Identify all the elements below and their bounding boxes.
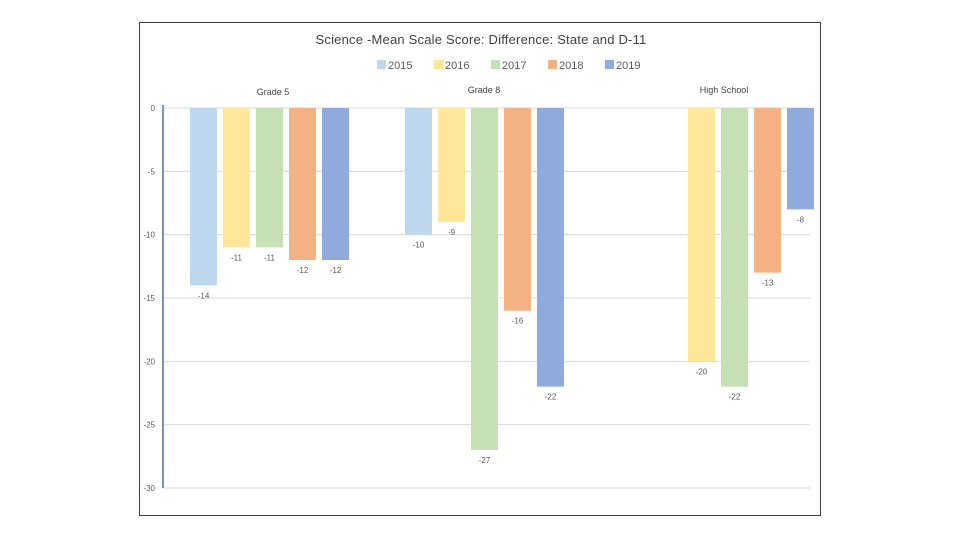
data-label: -12 <box>297 266 309 275</box>
legend-label-2019: 2019 <box>616 60 640 72</box>
y-tick-label: -15 <box>143 294 155 303</box>
bar-2019-grade-5 <box>322 108 349 260</box>
legend: 2015 2016 2017 2018 2019 <box>377 60 640 72</box>
bar-2019-high-school <box>787 108 814 210</box>
bar-2016-high-school <box>688 108 715 362</box>
data-label: -8 <box>797 215 805 224</box>
bar-2018-grade-5 <box>289 108 316 260</box>
bar-2016-grade-5 <box>223 108 250 248</box>
data-label: -22 <box>729 393 741 402</box>
data-label: -13 <box>762 279 774 288</box>
legend-swatch-2018 <box>548 60 557 69</box>
bar-2017-grade-8 <box>471 108 498 450</box>
data-label: -11 <box>264 253 276 262</box>
data-label: -9 <box>448 228 456 237</box>
y-axis-ticks: 0 -5 -10 -15 -20 -25 -30 <box>143 104 155 493</box>
data-labels: -14 -11 -11 -12 -12 -10 -9 -27 -16 -22 -20 -22 -13 -8 <box>198 215 805 465</box>
legend-swatch-2017 <box>491 60 500 69</box>
bar-2015-grade-8 <box>405 108 432 235</box>
data-label: -14 <box>198 291 210 300</box>
data-label: -20 <box>696 367 708 376</box>
legend-label-2018: 2018 <box>559 60 583 72</box>
bar-2019-grade-8 <box>537 108 564 387</box>
y-tick-label: -25 <box>143 421 155 430</box>
chart-frame: Science -Mean Scale Score: Difference: S… <box>139 22 821 516</box>
bar-2017-grade-5 <box>256 108 283 248</box>
data-label: -22 <box>545 393 557 402</box>
legend-label-2017: 2017 <box>502 60 526 72</box>
legend-swatch-2016 <box>434 60 443 69</box>
bar-2018-grade-8 <box>504 108 531 311</box>
bar-2017-high-school <box>721 108 748 387</box>
category-label: High School <box>700 85 749 95</box>
bars <box>190 108 814 450</box>
bar-2016-grade-8 <box>438 108 465 222</box>
data-label: -16 <box>512 317 524 326</box>
legend-swatch-2015 <box>377 60 386 69</box>
legend-label-2016: 2016 <box>445 60 469 72</box>
bar-2018-high-school <box>754 108 781 273</box>
data-label: -27 <box>479 456 491 465</box>
y-tick-label: -30 <box>143 484 155 493</box>
y-tick-label: -10 <box>143 231 155 240</box>
legend-swatch-2019 <box>605 60 614 69</box>
chart-title: Science -Mean Scale Score: Difference: S… <box>316 32 647 47</box>
y-tick-label: -5 <box>148 167 156 176</box>
bar-2015-grade-5 <box>190 108 217 286</box>
legend-label-2015: 2015 <box>388 60 412 72</box>
category-label: Grade 8 <box>468 85 501 95</box>
chart-svg: Science -Mean Scale Score: Difference: S… <box>143 32 814 493</box>
category-label: Grade 5 <box>257 87 290 97</box>
data-label: -12 <box>330 266 342 275</box>
category-labels: Grade 5 Grade 8 High School <box>257 85 749 97</box>
y-tick-label: -20 <box>143 357 155 366</box>
data-label: -10 <box>413 241 425 250</box>
data-label: -11 <box>231 253 243 262</box>
y-tick-label: 0 <box>151 104 156 113</box>
